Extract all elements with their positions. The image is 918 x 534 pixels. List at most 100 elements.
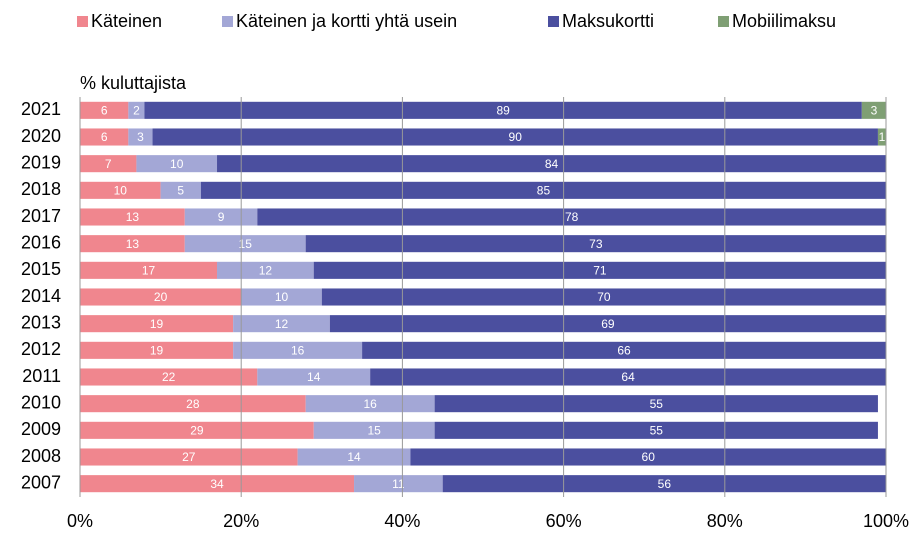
data-label: 60 <box>642 450 656 464</box>
bar-segment <box>80 475 355 493</box>
data-label: 70 <box>597 290 611 304</box>
data-label: 34 <box>210 477 224 491</box>
data-label: 14 <box>307 370 321 384</box>
data-label: 13 <box>126 210 140 224</box>
bar-segment <box>160 181 201 199</box>
y-tick-label: 2009 <box>21 419 61 439</box>
bar-segment <box>80 448 298 466</box>
data-label: 10 <box>114 184 128 198</box>
y-tick-label: 2014 <box>21 286 61 306</box>
bar-segment <box>136 155 218 173</box>
data-label: 16 <box>363 397 377 411</box>
data-label: 12 <box>259 264 273 278</box>
bar-segment <box>184 235 306 253</box>
bar-segment <box>80 101 129 119</box>
bar-segment <box>434 421 878 439</box>
bar-segment <box>877 128 886 146</box>
data-label: 19 <box>150 317 164 331</box>
data-label: 9 <box>218 210 225 224</box>
data-label: 12 <box>275 317 289 331</box>
legend-swatch <box>718 16 729 27</box>
x-tick-label: 100% <box>863 511 909 531</box>
x-tick-label: 20% <box>223 511 259 531</box>
data-label: 56 <box>658 477 672 491</box>
axis-label: % kuluttajista <box>80 73 187 93</box>
data-label: 55 <box>650 397 664 411</box>
bar-segment <box>241 288 322 306</box>
data-label: 6 <box>101 104 108 118</box>
y-tick-label: 2021 <box>21 99 61 119</box>
data-label: 14 <box>347 450 361 464</box>
bar-segment <box>861 101 886 119</box>
data-label: 3 <box>871 104 878 118</box>
bar-segment <box>200 181 886 199</box>
data-label: 3 <box>137 130 144 144</box>
data-label: 11 <box>392 477 405 491</box>
bar-segment <box>80 288 242 306</box>
bar-segment <box>257 368 371 386</box>
y-tick-label: 2008 <box>21 446 61 466</box>
data-label: 5 <box>177 184 184 198</box>
bar-segment <box>217 155 886 173</box>
bar-segment <box>354 475 443 493</box>
y-tick-label: 2013 <box>21 312 61 332</box>
bar-segment <box>362 341 886 359</box>
bar-segment <box>184 208 258 226</box>
data-label: 10 <box>170 157 184 171</box>
legend-swatch <box>77 16 88 27</box>
y-tick-label: 2017 <box>21 206 61 226</box>
data-label: 66 <box>617 344 631 358</box>
bar-segment <box>80 155 137 173</box>
y-tick-label: 2015 <box>21 259 61 279</box>
data-label: 73 <box>589 237 603 251</box>
bar-segment <box>233 341 363 359</box>
bar-segment <box>80 315 234 333</box>
bar-segment <box>80 208 185 226</box>
bar-segment <box>305 235 886 253</box>
data-label: 55 <box>650 424 664 438</box>
y-tick-label: 2010 <box>21 392 61 412</box>
bar-segment <box>329 315 886 333</box>
bar-segment <box>442 475 886 493</box>
data-label: 78 <box>565 210 579 224</box>
data-label: 22 <box>162 370 176 384</box>
x-tick-label: 80% <box>707 511 743 531</box>
y-tick-label: 2019 <box>21 152 61 172</box>
data-label: 7 <box>105 157 112 171</box>
data-label: 27 <box>182 450 196 464</box>
y-tick-label: 2012 <box>21 339 61 359</box>
bar-segment <box>144 101 862 119</box>
bar-segment <box>152 128 878 146</box>
data-label: 89 <box>496 104 510 118</box>
data-label: 10 <box>275 290 289 304</box>
data-label: 13 <box>126 237 140 251</box>
bar-segment <box>434 395 878 413</box>
data-label: 20 <box>154 290 168 304</box>
legend-label: Käteinen ja kortti yhtä usein <box>236 11 457 31</box>
bar-segment <box>80 341 234 359</box>
data-label: 16 <box>291 344 305 358</box>
bar-segment <box>321 288 886 306</box>
bar-segment <box>80 181 161 199</box>
data-label: 90 <box>509 130 523 144</box>
y-tick-label: 2020 <box>21 126 61 146</box>
bar-segment <box>128 128 153 146</box>
bar-segment <box>80 235 185 253</box>
data-label: 69 <box>601 317 615 331</box>
data-label: 64 <box>621 370 635 384</box>
data-label: 17 <box>142 264 156 278</box>
data-label: 2 <box>133 104 140 118</box>
y-tick-label: 2007 <box>21 472 61 492</box>
data-label: 84 <box>545 157 559 171</box>
x-tick-label: 40% <box>384 511 420 531</box>
bar-segment <box>233 315 330 333</box>
bar-segment <box>80 261 218 279</box>
y-tick-label: 2011 <box>22 366 61 386</box>
bar-segment <box>410 448 886 466</box>
legend-label: Maksukortti <box>562 11 654 31</box>
data-label: 71 <box>593 264 607 278</box>
data-label: 85 <box>537 184 551 198</box>
y-tick-label: 2016 <box>21 232 61 252</box>
bar-segment <box>313 261 886 279</box>
